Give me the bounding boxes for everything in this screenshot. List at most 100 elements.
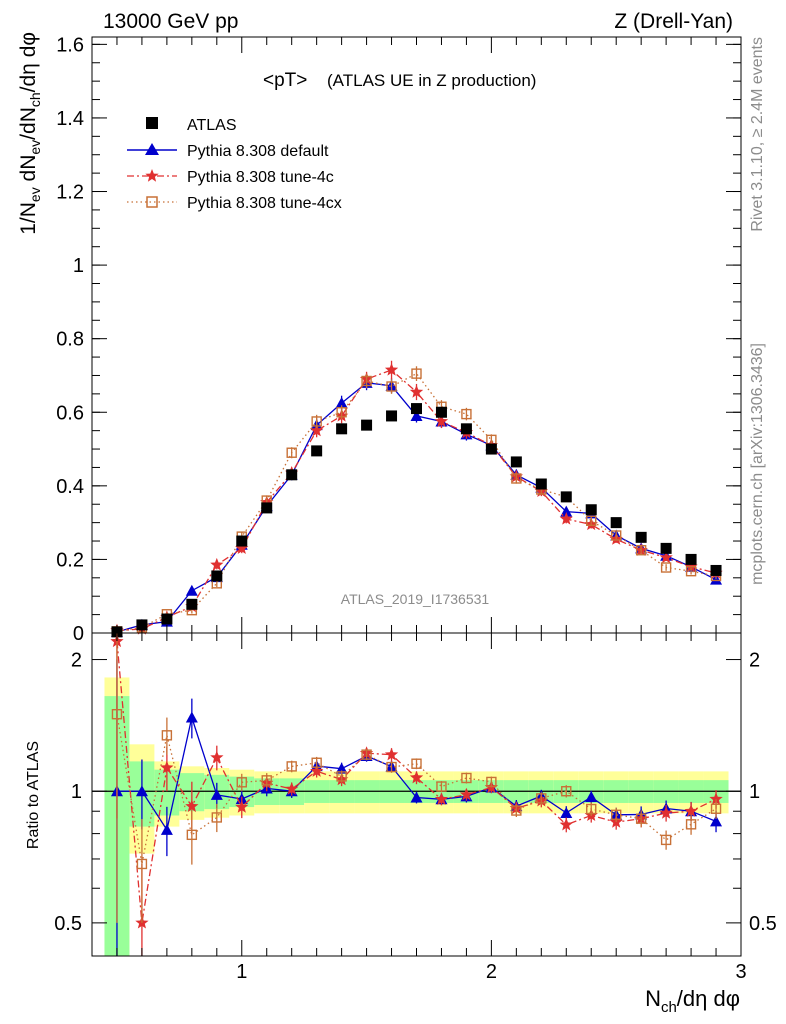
data-point: [411, 368, 422, 379]
ratio-point: [461, 772, 472, 784]
y-tick-label: 0: [73, 623, 84, 645]
data-point: [211, 570, 223, 582]
data-point: [286, 469, 298, 481]
ratio-series-3: [111, 633, 722, 923]
ratio-tick-label: 1: [71, 781, 82, 803]
data-point: [386, 410, 398, 422]
ratio-tick-label: 0.5: [54, 913, 82, 935]
data-point: [510, 456, 522, 468]
ratio-point: [610, 809, 622, 820]
y-tick-label: 0.6: [56, 402, 84, 424]
ratio-panel: [110, 633, 723, 956]
y-tick-label: 1.2: [56, 182, 84, 204]
ratio-point: [235, 800, 249, 813]
data-point: [710, 564, 722, 576]
ratio-point: [386, 761, 397, 773]
data-point: [136, 619, 148, 631]
data-point: [410, 409, 423, 421]
legend-marker-atlas: [146, 117, 158, 129]
legend-marker-4cx: [146, 196, 158, 208]
y-tick-label: 0.2: [56, 549, 84, 571]
data-point: [560, 491, 572, 503]
mcplots-label: mcplots.cern.ch [arXiv:1306.3436]: [749, 343, 766, 585]
data-point: [210, 557, 224, 571]
x-tick-label: 3: [735, 961, 746, 983]
ratio-point: [635, 813, 647, 824]
ratio-point: [261, 775, 272, 786]
legend-label-4cx: Pythia 8.308 tune-4cx: [187, 195, 342, 212]
ratio-point: [310, 764, 324, 777]
legend-label-atlas: ATLAS: [187, 117, 237, 134]
data-point: [635, 531, 647, 543]
ratio-point: [660, 834, 672, 846]
process-label: Z (Drell-Yan): [614, 10, 733, 33]
ratio-point: [335, 762, 348, 774]
ratio-point: [210, 750, 224, 764]
ratio-point: [311, 757, 322, 768]
ratio-point: [210, 788, 223, 800]
data-point: [384, 363, 399, 376]
data-point: [335, 397, 348, 409]
ratio-point: [410, 791, 423, 803]
y-tick-label: 1: [73, 255, 84, 277]
data-point: [610, 530, 622, 541]
ratio-point: [336, 771, 347, 782]
data-point: [635, 545, 647, 556]
data-point: [361, 375, 372, 387]
legend-marker-4c: [145, 169, 159, 182]
ratio-tick-label-right: 0.5: [749, 913, 777, 935]
ratio-point: [161, 730, 173, 741]
data-point: [336, 423, 348, 435]
data-point: [535, 478, 547, 490]
ratio-point: [710, 803, 722, 814]
data-point: [461, 408, 472, 420]
ratio-point: [511, 805, 522, 816]
y-tick-label: 1.6: [56, 34, 84, 56]
data-point: [186, 598, 198, 610]
legend-label-4c: Pythia 8.308 tune-4c: [187, 169, 334, 186]
data-point: [386, 381, 397, 392]
ratio-point: [586, 803, 597, 815]
ratio-point: [160, 823, 173, 835]
legend: ATLAS Pythia 8.308 default Pythia 8.308 …: [127, 117, 342, 212]
ratio-point: [486, 776, 497, 788]
data-point: [311, 445, 323, 457]
ratio-point: [685, 819, 697, 830]
ratio-point: [384, 747, 399, 761]
data-point: [610, 517, 622, 529]
x-tick-label: 2: [486, 961, 497, 983]
ratio-point: [684, 804, 698, 817]
plot-subtitle: (ATLAS UE in Z production): [327, 71, 536, 90]
data-point: [434, 414, 449, 428]
data-point: [336, 407, 347, 418]
y-tick-label: 1.4: [56, 108, 84, 130]
ratio-tick-label: 2: [71, 650, 82, 672]
ratio-point: [434, 792, 449, 805]
data-point: [185, 584, 198, 596]
ratio-tick-label-right: 1: [749, 781, 760, 803]
ratio-point: [561, 786, 572, 797]
ratio-point: [135, 785, 148, 797]
plot-title: <pT>: [263, 70, 307, 91]
data-point: [586, 515, 597, 526]
x-tick-label: 1: [236, 961, 247, 983]
axes: 0 0.2 0.4 0.6 0.8 1 1.2 1.4 1.6 1 2 3 0.5 0.5 1 1 2 2: [54, 34, 777, 983]
data-point: [361, 419, 373, 431]
y-tick-label: 0.8: [56, 329, 84, 351]
analysis-watermark: ATLAS_2019_I1736531: [341, 591, 490, 607]
data-point: [685, 553, 697, 565]
ratio-point: [186, 829, 198, 841]
data-point: [311, 416, 322, 427]
ratio-point: [585, 790, 598, 802]
ratio-point: [211, 812, 223, 823]
ratio-point: [560, 806, 573, 818]
data-point: [411, 403, 422, 415]
ratio-point: [659, 806, 673, 819]
ratio-point: [710, 815, 723, 827]
y-tick-label: 0.4: [56, 476, 84, 498]
ratio-point: [411, 758, 422, 769]
data-point: [235, 541, 249, 554]
series-3: [111, 366, 722, 637]
data-point: [560, 505, 573, 517]
